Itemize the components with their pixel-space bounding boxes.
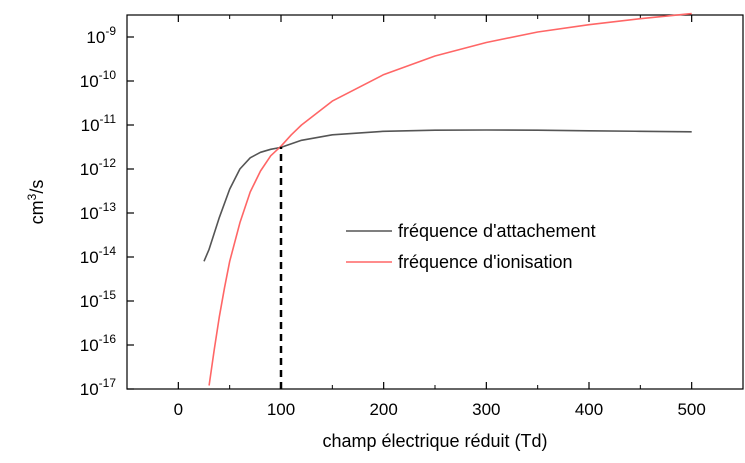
x-tick-label: 500 <box>677 400 705 419</box>
legend-label-ionisation: fréquence d'ionisation <box>398 252 573 272</box>
y-tick-label: 10-12 <box>80 156 117 179</box>
y-axis-title: cm3/s <box>25 180 47 225</box>
legend-label-attachment: fréquence d'attachement <box>398 221 596 241</box>
y-axis-title-sup: 3 <box>25 193 39 200</box>
series-line-ionisation <box>208 12 692 386</box>
y-tick-label: 10-17 <box>80 376 117 399</box>
series-line-attachment <box>203 129 692 262</box>
series-lines <box>203 12 692 386</box>
y-tick-label: 10-9 <box>86 24 116 47</box>
x-tick-label: 300 <box>472 400 500 419</box>
y-tick-label: 10-16 <box>80 332 117 355</box>
x-tick-label: 200 <box>369 400 397 419</box>
y-tick-label: 10-11 <box>81 112 117 135</box>
y-tick-label: 10-14 <box>80 244 117 267</box>
y-axis-title-tail: /s <box>27 180 47 194</box>
legend: fréquence d'attachement fréquence d'ioni… <box>346 221 596 272</box>
y-tick-label: 10-13 <box>80 200 117 223</box>
y-axis-title-base: cm <box>27 200 47 224</box>
x-tick-label: 100 <box>267 400 295 419</box>
x-tick-label: 0 <box>174 400 183 419</box>
x-axis: 0 100 200 300 400 500 <box>126 15 744 419</box>
plot-frame <box>126 14 744 390</box>
x-tick-label: 400 <box>575 400 603 419</box>
y-tick-label: 10-15 <box>80 288 117 311</box>
x-axis-title: champ électrique réduit (Td) <box>322 431 547 451</box>
y-axis: 10-17 10-16 10-15 10-14 10-13 10-12 10-11 10-10… <box>80 24 134 399</box>
y-tick-label: 10-10 <box>80 68 117 91</box>
